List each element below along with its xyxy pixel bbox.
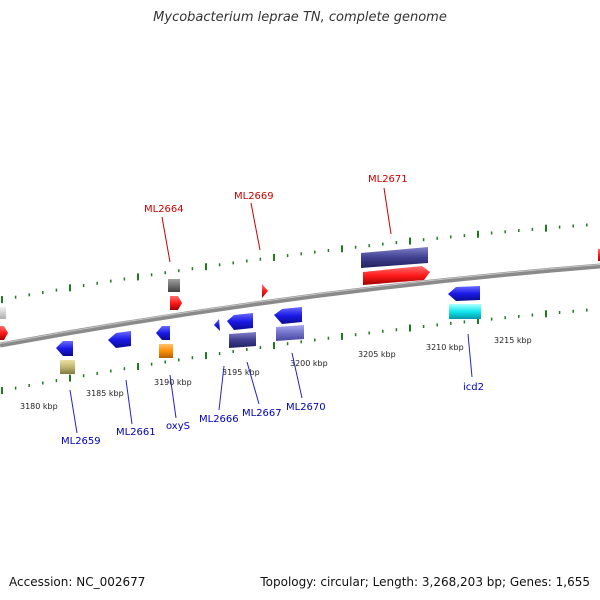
reverse-strand-features — [56, 286, 481, 374]
gene-feature[interactable] — [363, 266, 430, 285]
gene-labels-bottom: ML2659 ML2661 oxyS ML2666 ML2667 ML2670 … — [61, 382, 484, 447]
gene-ml2667[interactable] — [229, 332, 256, 348]
gene-label[interactable]: ML2659 — [61, 436, 101, 447]
gene-oxys[interactable] — [159, 344, 173, 358]
scale-label: 3215 kbp — [494, 336, 532, 345]
gene-ml2670[interactable] — [276, 325, 304, 341]
gene-label[interactable]: ML2667 — [242, 408, 282, 419]
scale-label: 3185 kbp — [86, 389, 124, 398]
gene-label[interactable]: ML2664 — [144, 204, 184, 215]
gene-icd2[interactable] — [449, 304, 481, 319]
gene-feature[interactable] — [156, 326, 170, 340]
gene-label[interactable]: ML2669 — [234, 191, 274, 202]
gene-ml2659[interactable] — [60, 360, 75, 374]
gene-feature[interactable] — [227, 313, 253, 330]
scale-label: 3180 kbp — [20, 402, 58, 411]
gene-feature[interactable] — [448, 286, 480, 301]
gene-label[interactable]: icd2 — [463, 382, 484, 393]
gene-ml2661[interactable] — [108, 331, 131, 348]
genome-summary-text: Topology: circular; Length: 3,268,203 bp… — [260, 575, 590, 589]
gene-ml2671[interactable] — [361, 247, 428, 268]
forward-strand-features — [0, 247, 600, 340]
gene-label[interactable]: ML2671 — [368, 174, 408, 185]
gene-label[interactable]: ML2670 — [286, 402, 326, 413]
leader-lines — [69, 187, 473, 434]
accession-text: Accession: NC_002677 — [9, 575, 146, 589]
gene-feature[interactable] — [56, 341, 73, 356]
tick-row-bottom — [1, 308, 588, 395]
tick-row-top — [1, 223, 588, 304]
gene-feature[interactable] — [274, 307, 302, 324]
gene-feature[interactable] — [0, 307, 6, 319]
gene-feature[interactable] — [0, 326, 8, 340]
gene-feature[interactable] — [170, 296, 182, 310]
gene-label[interactable]: ML2666 — [199, 414, 239, 425]
map-title: Mycobacterium leprae TN, complete genome — [153, 10, 447, 25]
scale-label: 3200 kbp — [290, 359, 328, 368]
scale-labels: 3180 kbp 3185 kbp 3190 kbp 3195 kbp 3200… — [20, 336, 532, 411]
gene-label[interactable]: ML2661 — [116, 427, 156, 438]
scale-label: 3190 kbp — [154, 378, 192, 387]
scale-label: 3210 kbp — [426, 343, 464, 352]
gene-ml2664[interactable] — [168, 279, 180, 292]
scale-label: 3205 kbp — [358, 350, 396, 359]
gene-ml2666[interactable] — [214, 319, 220, 331]
scale-label: 3195 kbp — [222, 368, 260, 377]
gene-label[interactable]: oxyS — [166, 421, 190, 432]
gene-labels-top: ML2664 ML2669 ML2671 — [144, 174, 408, 215]
genome-backbone — [0, 263, 600, 348]
gene-ml2669[interactable] — [262, 284, 268, 298]
